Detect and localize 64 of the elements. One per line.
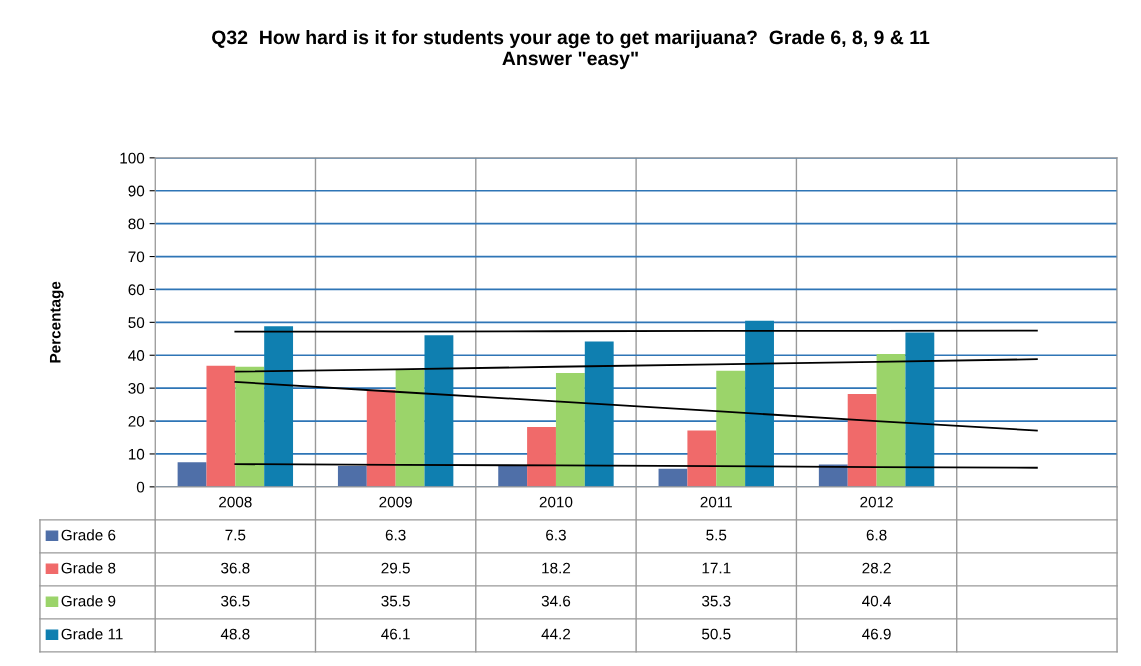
bar — [235, 366, 265, 487]
data-label: 18.2 — [542, 562, 571, 574]
bar — [206, 365, 236, 487]
y-tick-label: 30 — [128, 383, 145, 394]
bar — [264, 326, 294, 487]
y-axis-title: Percentage — [49, 281, 64, 363]
y-tick-label: 90 — [128, 185, 145, 197]
bar — [527, 426, 556, 487]
legend-label: Grade 9 — [61, 595, 116, 607]
data-label: 44.2 — [541, 628, 571, 640]
bar — [716, 370, 746, 487]
bar — [905, 332, 935, 487]
y-tick-label: 60 — [128, 284, 145, 296]
data-label: 36.5 — [221, 595, 250, 607]
bar — [366, 389, 396, 487]
bar — [658, 468, 688, 487]
data-label: 5.5 — [706, 529, 727, 541]
data-label: 50.5 — [702, 628, 731, 640]
bar — [177, 462, 207, 487]
data-label: 35.5 — [381, 595, 410, 607]
legend-label: Grade 11 — [61, 628, 123, 640]
data-label: 6.3 — [385, 529, 406, 541]
legend-label: Grade 6 — [61, 529, 116, 541]
data-label: 6.8 — [866, 529, 887, 541]
data-label: 29.5 — [381, 562, 410, 574]
bar — [876, 353, 906, 487]
bar — [498, 466, 528, 487]
bar — [555, 373, 585, 487]
data-label: 7.5 — [225, 529, 246, 541]
bar — [687, 430, 717, 487]
data-label: 34.6 — [541, 595, 571, 607]
y-tick-label: 0 — [136, 481, 145, 493]
data-label: 46.1 — [381, 628, 410, 640]
y-tick-label: 100 — [120, 152, 145, 164]
x-tick-label: 2012 — [860, 496, 893, 508]
line-series — [234, 380, 1038, 432]
y-tick-label: 70 — [128, 251, 145, 263]
bar — [745, 320, 774, 487]
y-tick-label: 10 — [128, 448, 145, 460]
bar — [337, 466, 367, 487]
bar — [847, 394, 877, 487]
y-tick-label: 20 — [128, 415, 145, 427]
x-tick-label: 2010 — [539, 496, 573, 508]
bar — [424, 335, 454, 487]
data-label: 36.8 — [221, 562, 250, 574]
data-label: 28.2 — [862, 562, 891, 574]
data-label: 17.1 — [702, 562, 731, 574]
bar — [395, 370, 425, 487]
y-tick-label: 80 — [128, 218, 145, 230]
y-tick-label: 50 — [128, 317, 145, 329]
bar — [818, 464, 848, 487]
line-series — [234, 358, 1038, 373]
data-label: 6.3 — [546, 529, 566, 541]
data-label: 40.4 — [862, 595, 891, 607]
data-label: 46.9 — [862, 628, 891, 640]
chart-title: Q32 How hard is it for students your age to get marijuana? Grade 6, 8, 9 & 11 Answer "easy" — [212, 29, 930, 70]
x-tick-label: 2011 — [700, 496, 732, 508]
legend-label: Grade 8 — [61, 562, 116, 574]
data-label: 48.8 — [220, 628, 250, 640]
y-tick-label: 40 — [128, 350, 145, 361]
data-label: 35.3 — [701, 595, 731, 607]
x-tick-label: 2009 — [379, 496, 412, 508]
x-tick-label: 2008 — [219, 496, 252, 508]
bar — [584, 341, 614, 487]
